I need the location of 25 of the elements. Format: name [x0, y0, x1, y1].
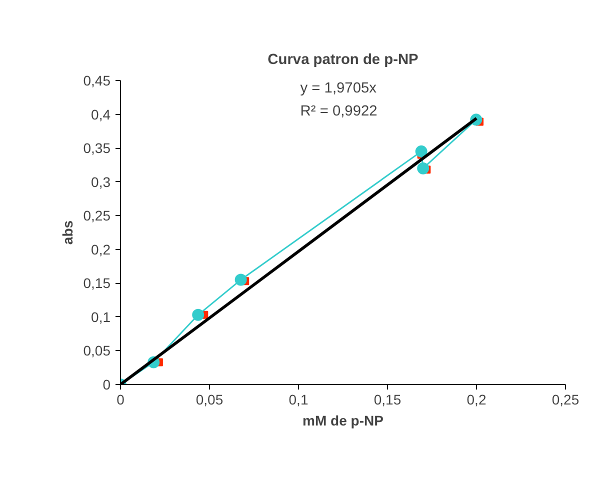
y-tick-label: 0,1	[91, 308, 111, 325]
y-tick-label: 0,4	[91, 106, 111, 122]
x-tick-label: 0,2	[466, 392, 486, 408]
x-tick-label: 0,1	[288, 392, 308, 408]
point	[192, 308, 204, 321]
y-axis-title: abs	[59, 220, 76, 245]
y-tick-label: 0,35	[83, 140, 111, 156]
annotation: y = 1,9705x	[300, 80, 378, 97]
y-tick-label: 0,3	[91, 174, 111, 190]
y-tick-label: 0,15	[83, 275, 111, 292]
y-tick-label: 0,25	[83, 208, 111, 224]
x-tick-label: 0	[116, 392, 125, 408]
chart-title: Curva patron de p-NP	[268, 52, 419, 68]
point	[415, 145, 428, 158]
point	[234, 274, 247, 286]
y-tick-label: 0	[102, 376, 111, 392]
y-tick-label: 0,05	[83, 342, 111, 359]
x-axis-title: mM de p-NP	[302, 412, 384, 428]
x-tick-label: 0,05	[196, 392, 224, 408]
annotation: R² = 0,9922	[300, 104, 378, 120]
point	[417, 162, 430, 174]
x-tick-label: 0,15	[374, 392, 402, 408]
y-tick-label: 0,45	[83, 72, 111, 88]
x-tick-label: 0,25	[552, 392, 580, 408]
y-tick-label: 0,2	[91, 241, 111, 258]
